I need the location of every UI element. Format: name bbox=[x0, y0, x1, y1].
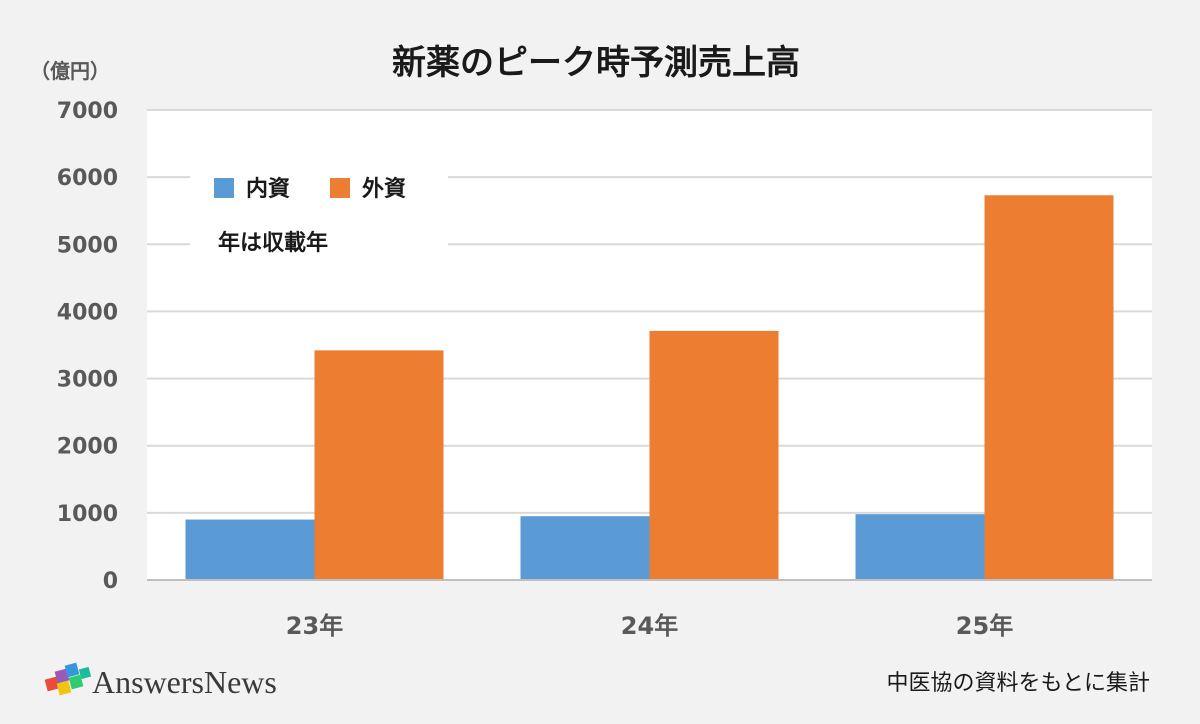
y-tick-label: 2000 bbox=[57, 435, 118, 460]
y-tick-label: 1000 bbox=[57, 502, 118, 527]
bar-foreign-1 bbox=[649, 330, 779, 580]
puzzle-logo-icon bbox=[44, 662, 92, 696]
legend-swatch-domestic bbox=[214, 178, 234, 198]
chart-title: 新薬のピーク時予測売上高 bbox=[392, 43, 800, 83]
y-axis: 0 1000 2000 3000 4000 5000 6000 7000 bbox=[57, 99, 118, 594]
chart-note: 年は収載年 bbox=[218, 230, 328, 256]
bar-foreign-2 bbox=[984, 195, 1114, 580]
bar-domestic-0 bbox=[185, 519, 315, 580]
x-tick-label: 24年 bbox=[621, 612, 678, 640]
y-tick-label: 7000 bbox=[57, 99, 118, 124]
bars bbox=[185, 195, 1114, 580]
y-tick-label: 0 bbox=[103, 569, 118, 594]
y-tick-label: 3000 bbox=[57, 368, 118, 393]
bar-foreign-0 bbox=[314, 350, 444, 580]
y-tick-label: 4000 bbox=[57, 300, 118, 325]
x-tick-label: 23年 bbox=[286, 612, 343, 640]
bar-domestic-2 bbox=[855, 514, 985, 580]
y-tick-label: 6000 bbox=[57, 166, 118, 191]
brand-name: AnswersNews bbox=[92, 664, 277, 700]
legend-swatch-foreign bbox=[330, 178, 350, 198]
legend-label-foreign: 外資 bbox=[362, 176, 406, 202]
legend: 内資 外資 bbox=[214, 176, 406, 202]
source-note: 中医協の資料をもとに集計 bbox=[886, 671, 1150, 696]
y-tick-label: 5000 bbox=[57, 233, 118, 258]
legend-label-domestic: 内資 bbox=[246, 176, 290, 202]
y-axis-unit: （億円） bbox=[30, 59, 110, 83]
bar-domestic-1 bbox=[520, 516, 650, 580]
x-tick-label: 25年 bbox=[956, 612, 1013, 640]
brand-logo: AnswersNews bbox=[44, 662, 277, 700]
x-axis: 23年 24年 25年 bbox=[286, 612, 1013, 640]
